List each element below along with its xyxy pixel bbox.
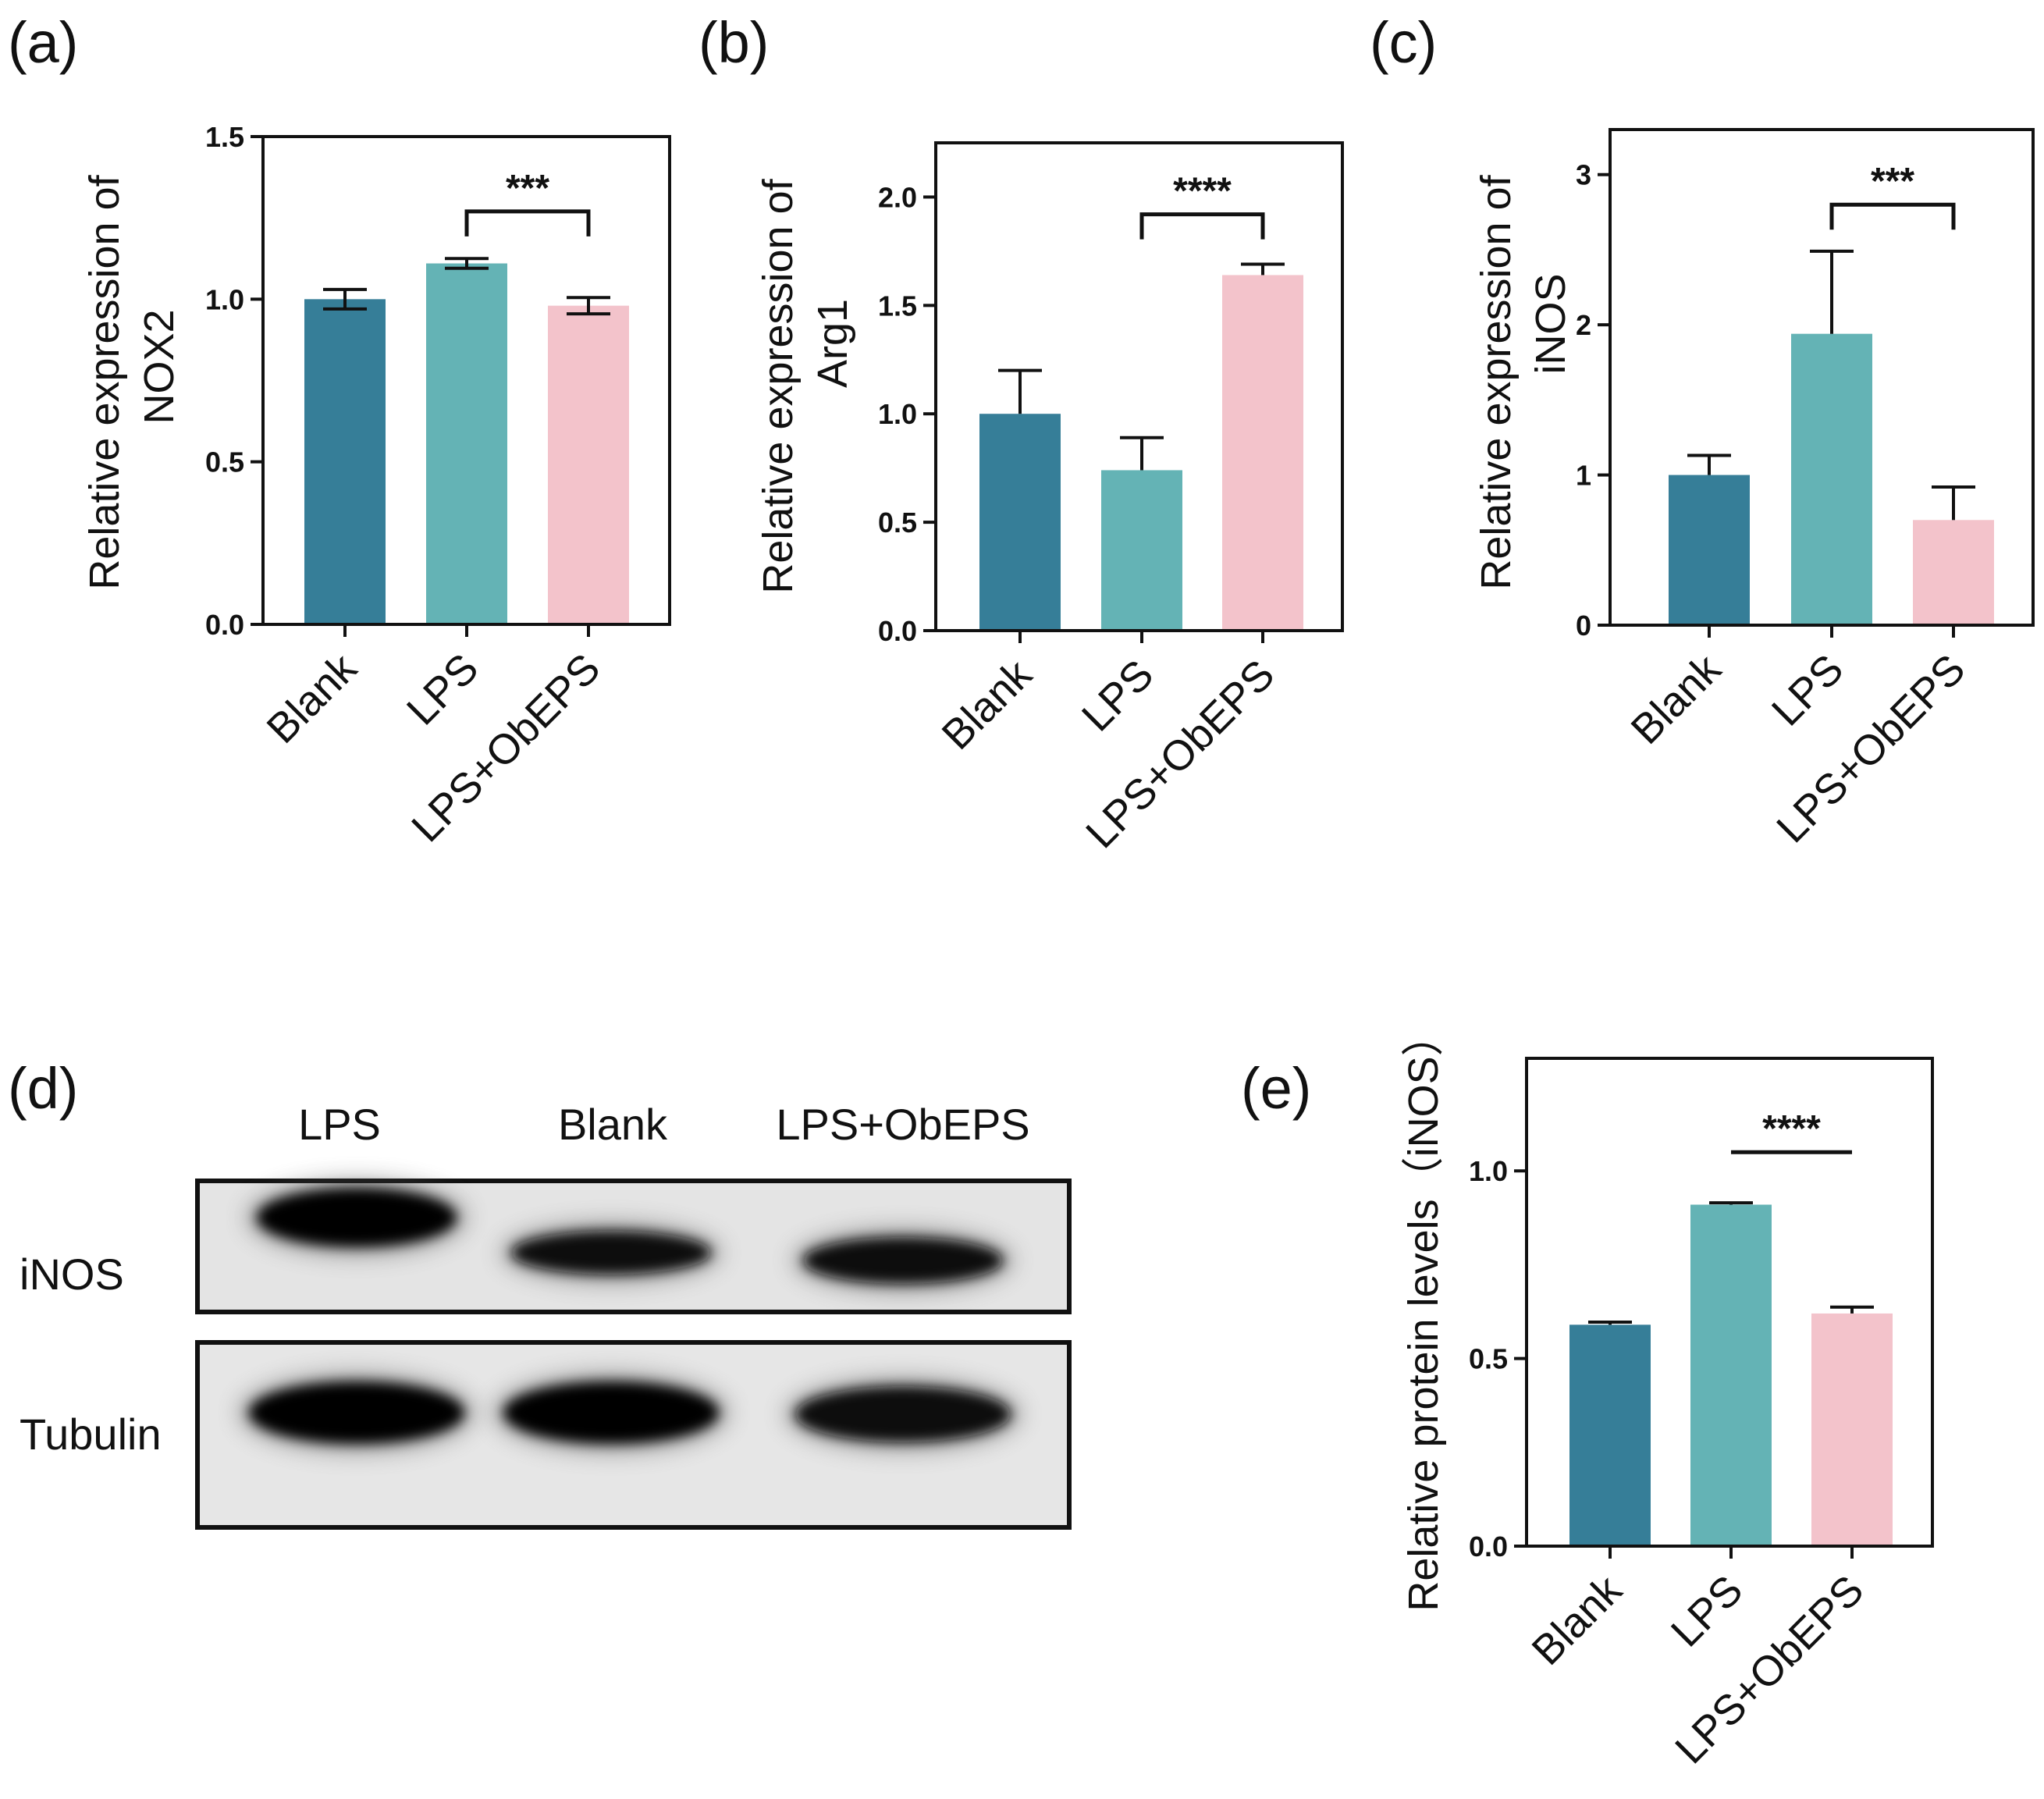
y-tick-label-e-2: 0.5 (1469, 1343, 1508, 1375)
error-bar-b-1 (998, 368, 1042, 414)
chart-c: (c) Relative expression of iNOS 0 1 2 3 Blan… (1370, 10, 2035, 852)
error-bar-a-3 (567, 296, 610, 316)
y-axis-title-c-line1: Relative expression of (1473, 174, 1520, 589)
y-axis-title-b-line1: Relative expression of (755, 178, 802, 593)
error-bar-e-2 (1709, 1201, 1753, 1205)
y-tick-label-c-4: 3 (1576, 159, 1591, 191)
x-tick-label-b-2: LPS (1073, 651, 1163, 741)
x-tick-label-e-2: LPS (1662, 1566, 1752, 1656)
western-blot-d: (d) LPS Blank LPS+ObEPS iNOS Tubulin (8, 1056, 1072, 1530)
significance-b (1139, 212, 1265, 240)
error-bar-c-1 (1687, 453, 1731, 475)
y-tick-label-c-3: 2 (1576, 309, 1591, 341)
bands-inos (246, 1179, 1014, 1293)
blot-strip-inos (195, 1179, 1072, 1314)
y-tick-label-e-1: 0.0 (1469, 1531, 1508, 1563)
panel-label-e: (e) (1241, 1056, 1311, 1121)
blot-row-label-2: Tubulin (20, 1410, 162, 1459)
x-tick-label-e-1: Blank (1523, 1566, 1632, 1674)
y-axis-title-a-line2: NOX2 (136, 309, 183, 424)
x-tick-label-c-2: LPS (1763, 645, 1853, 735)
x-tick-label-a-1: Blank (258, 644, 367, 752)
significance-label-a: *** (506, 168, 549, 209)
x-tick-label-b-1: Blank (933, 650, 1042, 759)
y-tick-label-e-3: 1.0 (1469, 1155, 1508, 1187)
significance-label-b: **** (1173, 171, 1232, 212)
bar-e-2 (1690, 1204, 1772, 1546)
y-axis-title-c-line2: iNOS (1527, 273, 1574, 374)
y-axis-title-a-line1: Relative expression of (81, 174, 128, 589)
bar-c-3 (1913, 520, 1994, 625)
y-tick-label-b-5: 2.0 (878, 181, 917, 213)
y-axis-title-b-line2: Arg1 (809, 299, 856, 388)
significance-label-e: **** (1762, 1108, 1821, 1150)
error-bar-e-1 (1588, 1320, 1632, 1325)
chart-b: (b) Relative expression of Arg1 0.0 0.5 1.… (699, 10, 1344, 857)
y-tick-label-c-2: 1 (1576, 460, 1591, 492)
bar-a-3 (548, 305, 629, 624)
chart-e: (e) Relative protein levels（iNOS） 0.0 0.5… (1241, 1014, 1934, 1772)
panel-label-c: (c) (1370, 10, 1437, 75)
x-tick-label-a-2: LPS (398, 645, 488, 734)
bar-e-1 (1569, 1324, 1651, 1546)
bar-c-1 (1669, 475, 1750, 625)
bar-b-2 (1101, 470, 1182, 631)
y-tick-label-a-1: 0.0 (205, 609, 244, 641)
bar-b-3 (1222, 275, 1303, 631)
blot-lane-label-2: Blank (558, 1100, 668, 1149)
blot-band-2-3 (795, 1386, 1011, 1442)
error-bar-b-2 (1120, 436, 1164, 471)
blot-lane-label-1: LPS (298, 1100, 381, 1149)
bands-tubulin (238, 1372, 1022, 1453)
y-tick-label-c-1: 0 (1576, 610, 1591, 642)
error-bar-b-3 (1241, 262, 1285, 276)
y-tick-label-a-4: 1.5 (205, 121, 244, 153)
bar-b-1 (979, 414, 1061, 631)
blot-row-label-1: iNOS (20, 1250, 124, 1299)
plot-frame-b (934, 141, 1344, 632)
y-tick-label-b-1: 0.0 (878, 615, 917, 647)
error-bar-a-2 (445, 257, 489, 270)
panel-label-d: (d) (8, 1056, 78, 1121)
x-tick-label-c-1: Blank (1623, 645, 1731, 753)
chart-a: (a) Relative expression of NOX2 0.0 0.5 1.… (8, 10, 671, 851)
blot-band-1-3 (803, 1237, 1003, 1284)
y-tick-label-b-2: 0.5 (878, 507, 917, 539)
blot-band-1-1 (257, 1188, 457, 1247)
blot-band-2-1 (249, 1381, 464, 1444)
panel-label-a: (a) (8, 10, 78, 75)
error-bar-c-2 (1810, 249, 1854, 334)
significance-a (464, 209, 591, 236)
plot-frame-c (1609, 128, 2035, 627)
bar-c-2 (1791, 333, 1872, 625)
bar-a-1 (304, 299, 386, 624)
y-axis-title-e: Relative protein levels（iNOS） (1400, 1014, 1447, 1611)
bar-e-3 (1811, 1313, 1893, 1546)
panel-label-b: (b) (699, 10, 769, 75)
y-tick-label-b-4: 1.5 (878, 290, 917, 322)
bar-a-2 (426, 263, 507, 624)
y-tick-label-a-3: 1.0 (205, 283, 244, 315)
significance-c (1829, 202, 1956, 230)
error-bar-a-1 (323, 287, 367, 311)
y-tick-label-a-2: 0.5 (205, 446, 244, 478)
error-bar-c-3 (1932, 485, 1975, 521)
blot-lane-label-3: LPS+ObEPS (776, 1100, 1029, 1149)
error-bar-e-3 (1830, 1305, 1874, 1314)
blot-band-1-2 (511, 1231, 711, 1275)
blot-band-2-2 (503, 1381, 719, 1444)
blot-strip-tubulin (195, 1340, 1072, 1530)
y-tick-label-b-3: 1.0 (878, 398, 917, 430)
significance-label-c: *** (1871, 161, 1914, 202)
